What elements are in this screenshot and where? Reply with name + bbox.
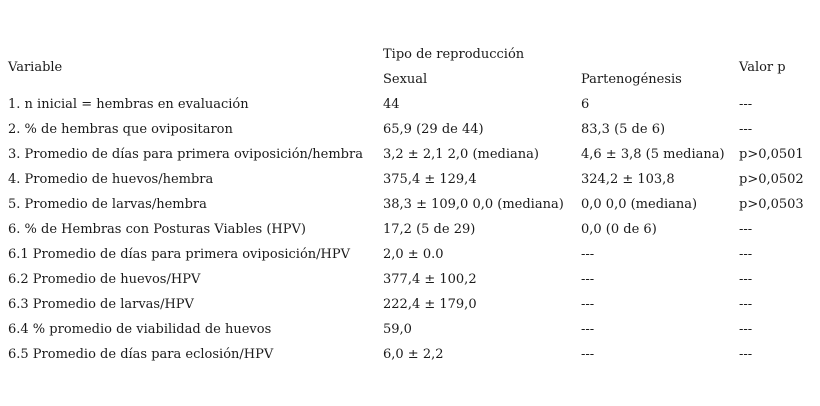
sexual-cell: 377,4 ± 100,2 (383, 272, 477, 287)
parthenogenesis-cell: --- (581, 322, 595, 337)
p-value-cell: --- (739, 97, 753, 112)
sexual-cell: 38,3 ± 109,0 0,0 (mediana) (383, 197, 564, 212)
p-value-cell: --- (739, 272, 753, 287)
variable-cell: 6.1 Promedio de días para primera ovipos… (8, 247, 351, 262)
p-value-cell: p>0,0503 (739, 197, 804, 212)
p-value-cell: --- (739, 122, 753, 137)
parthenogenesis-cell: 83,3 (5 de 6) (581, 122, 666, 137)
p-value-cell: --- (739, 322, 753, 337)
variable-cell: 4. Promedio de huevos/hembra (8, 172, 214, 187)
parthenogenesis-cell: --- (581, 272, 595, 287)
sexual-cell: 17,2 (5 de 29) (383, 222, 476, 237)
sexual-cell: 59,0 (383, 322, 412, 337)
p-value-cell: p>0,0502 (739, 172, 804, 187)
parthenogenesis-cell: --- (581, 247, 595, 262)
header-reproduction-type: Tipo de reproducción (383, 47, 525, 62)
p-value-cell: --- (739, 297, 753, 312)
sexual-cell: 2,0 ± 0.0 (383, 247, 444, 262)
sexual-cell: 222,4 ± 179,0 (383, 297, 477, 312)
p-value-cell: p>0,0501 (739, 147, 804, 162)
variable-cell: 2. % de hembras que ovipositaron (8, 122, 233, 137)
parthenogenesis-cell: 0,0 0,0 (mediana) (581, 197, 698, 212)
sexual-cell: 44 (383, 97, 400, 112)
p-value-cell: --- (739, 247, 753, 262)
variable-cell: 3. Promedio de días para primera oviposi… (8, 147, 363, 162)
variable-cell: 6.2 Promedio de huevos/HPV (8, 272, 201, 287)
variable-cell: 5. Promedio de larvas/hembra (8, 197, 207, 212)
sexual-cell: 6,0 ± 2,2 (383, 347, 444, 362)
variable-cell: 6.4 % promedio de viabilidad de huevos (8, 322, 272, 337)
variable-cell: 6. % de Hembras con Posturas Viables (HP… (8, 222, 306, 237)
header-parthenogenesis: Partenogénesis (581, 72, 682, 87)
sexual-cell: 3,2 ± 2,1 2,0 (mediana) (383, 147, 539, 162)
variable-cell: 1. n inicial = hembras en evaluación (8, 97, 249, 112)
variable-cell: 6.5 Promedio de días para eclosión/HPV (8, 347, 274, 362)
parthenogenesis-cell: 0,0 (0 de 6) (581, 222, 657, 237)
header-sexual: Sexual (383, 72, 428, 87)
parthenogenesis-cell: --- (581, 347, 595, 362)
sexual-cell: 375,4 ± 129,4 (383, 172, 477, 187)
header-variable: Variable (8, 60, 63, 75)
p-value-cell: --- (739, 222, 753, 237)
parthenogenesis-cell: 324,2 ± 103,8 (581, 172, 675, 187)
p-value-cell: --- (739, 347, 753, 362)
variable-cell: 6.3 Promedio de larvas/HPV (8, 297, 194, 312)
parthenogenesis-cell: 6 (581, 97, 590, 112)
sexual-cell: 65,9 (29 de 44) (383, 122, 484, 137)
parthenogenesis-cell: 4,6 ± 3,8 (5 mediana) (581, 147, 725, 162)
header-p-value: Valor p (739, 60, 786, 75)
parthenogenesis-cell: --- (581, 297, 595, 312)
